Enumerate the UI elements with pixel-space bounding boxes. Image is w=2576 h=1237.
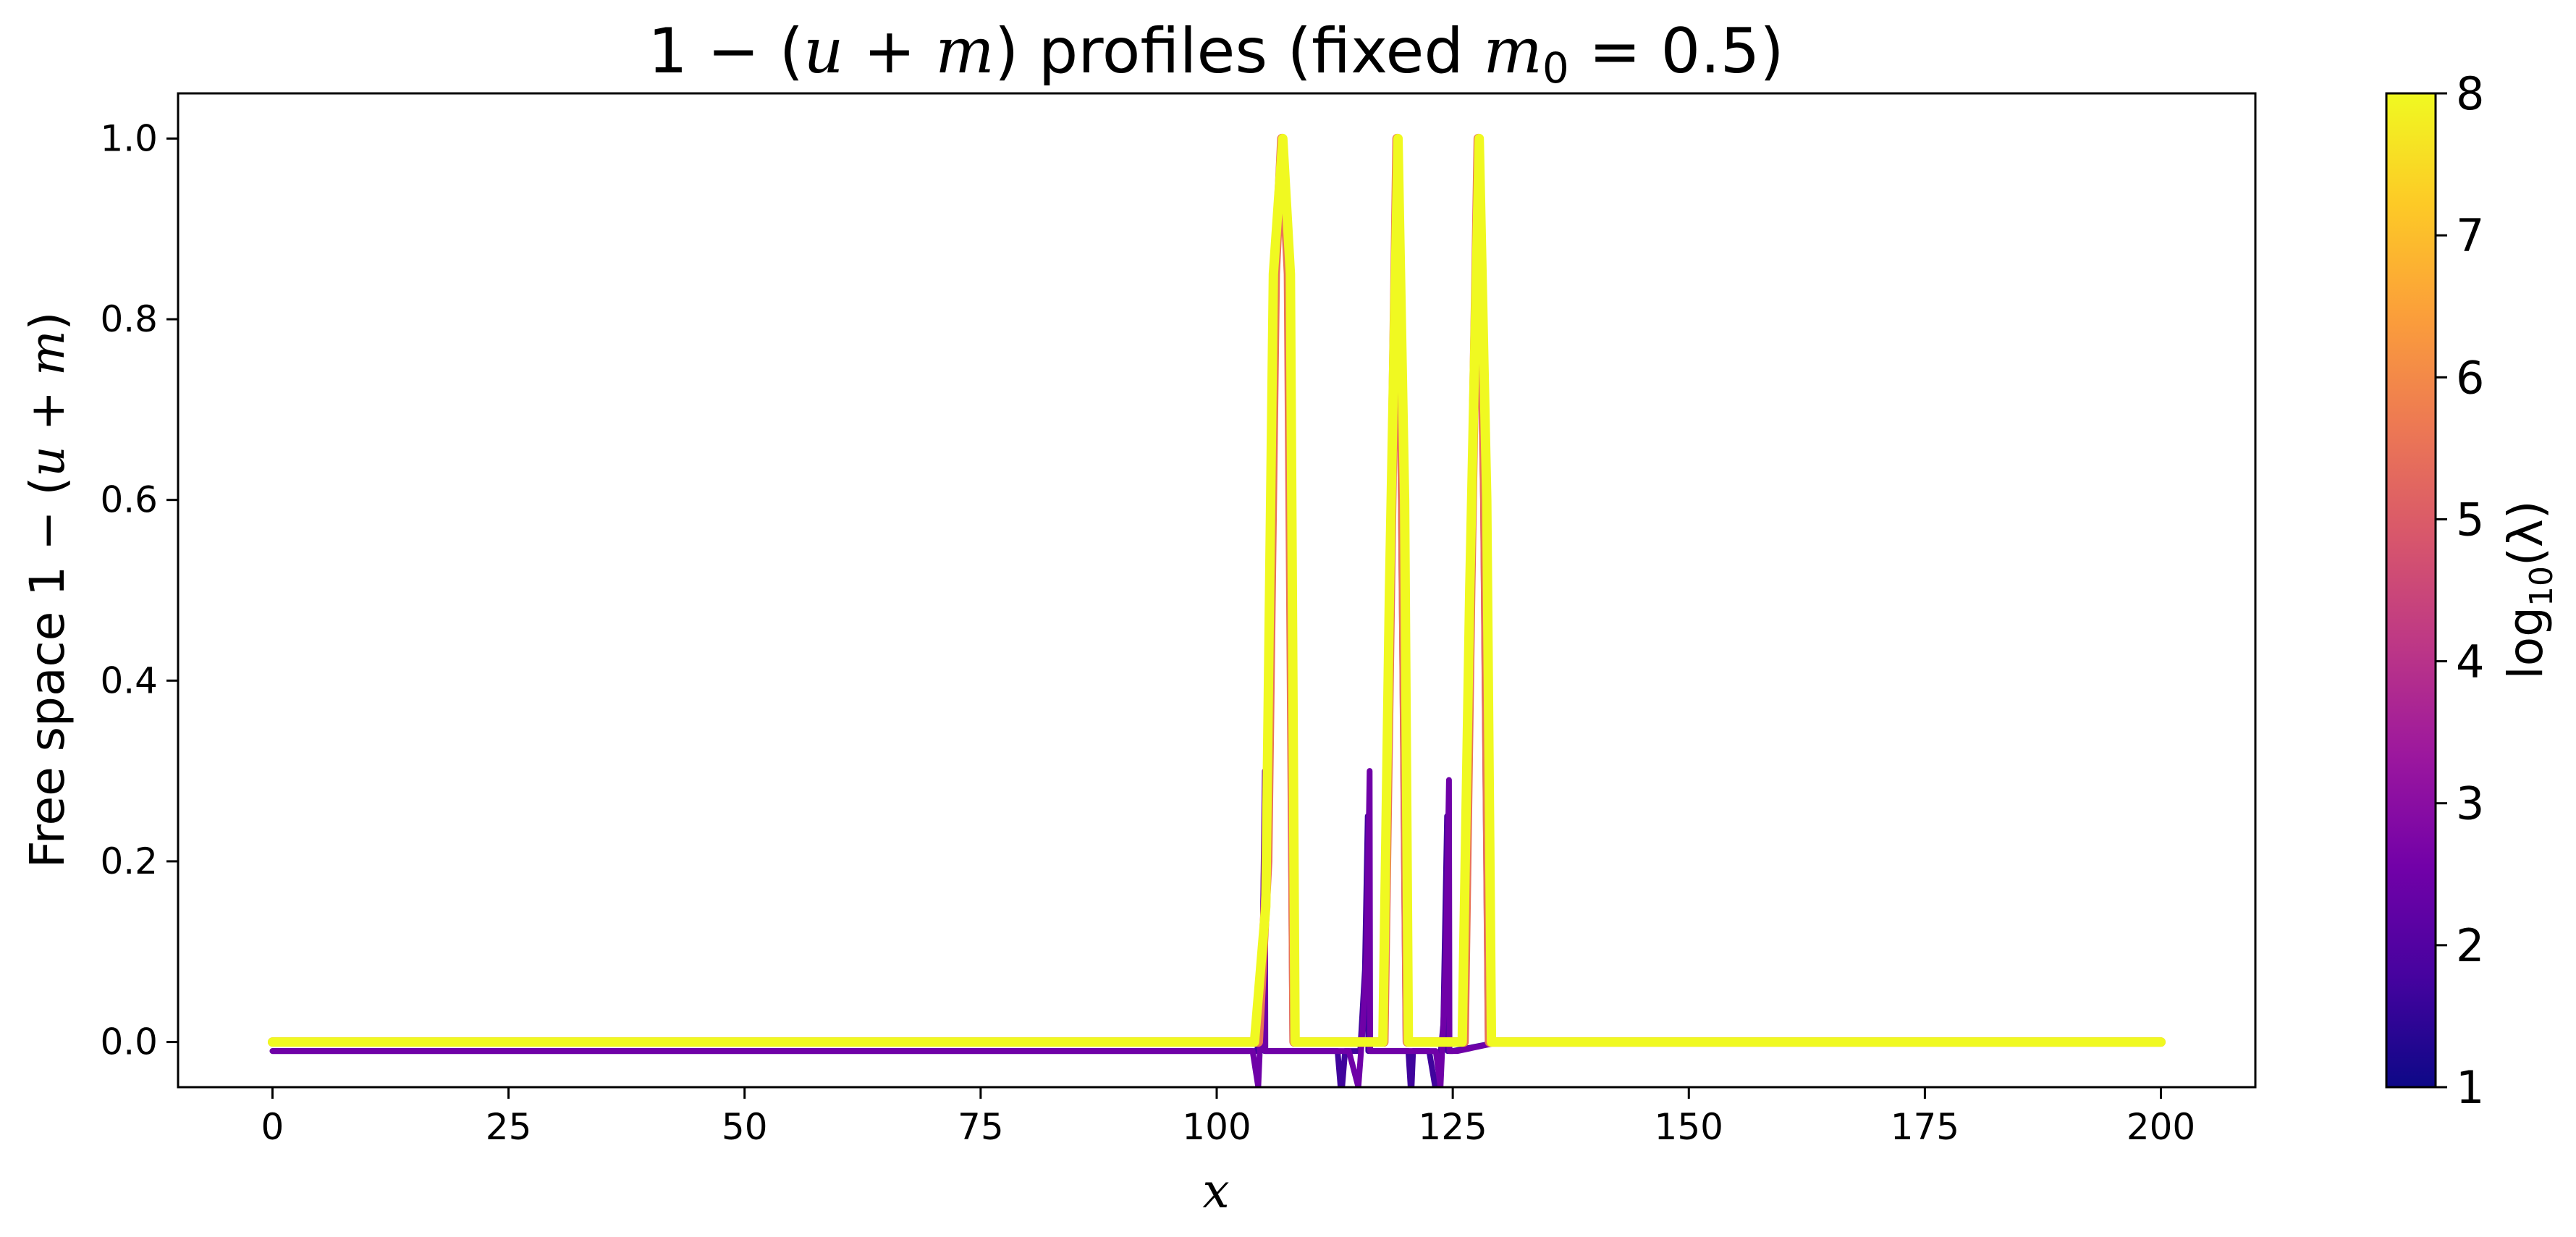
y-tick-label: 0.8 — [100, 298, 158, 340]
x-tick-label: 25 — [486, 1106, 532, 1148]
x-tick-label: 200 — [2127, 1106, 2195, 1148]
colorbar-tick-label: 8 — [2456, 67, 2484, 120]
chart-title: 1 − (u + m) profiles (fixed m0 = 0.5) — [648, 15, 1784, 93]
series-line-0 — [269, 813, 2164, 1087]
y-tick-label: 0.4 — [100, 659, 158, 701]
colorbar-tick-label: 3 — [2456, 777, 2484, 830]
x-tick-label: 150 — [1655, 1106, 1723, 1148]
colorbar — [2385, 92, 2437, 1089]
colorbar-tick-label: 6 — [2456, 351, 2484, 404]
series-layer — [268, 133, 2166, 1087]
y-tick-label: 0.2 — [100, 840, 158, 882]
series-line-4 — [268, 133, 2166, 1047]
y-axis: 0.0 0.2 0.4 0.6 0.8 1.0 — [100, 117, 178, 1063]
y-tick-label: 0.0 — [100, 1021, 158, 1063]
x-tick-label: 75 — [958, 1106, 1004, 1148]
x-axis: 0 25 50 75 100 125 150 175 200 — [261, 1087, 2195, 1148]
series-line-3 — [268, 133, 2166, 1047]
plot-frame — [177, 92, 2257, 1089]
x-tick-label: 175 — [1891, 1106, 1959, 1148]
colorbar-label: log10(λ) — [2498, 500, 2560, 679]
colorbar-tick-label: 2 — [2456, 919, 2484, 972]
x-tick-label: 100 — [1182, 1106, 1251, 1148]
colorbar-tick-label: 7 — [2456, 209, 2484, 262]
colorbar-tick-label: 1 — [2456, 1061, 2484, 1114]
y-tick-label: 0.6 — [100, 479, 158, 521]
x-tick-label: 125 — [1418, 1106, 1487, 1148]
x-tick-label: 50 — [722, 1106, 768, 1148]
y-tick-label: 1.0 — [100, 117, 158, 159]
colorbar-axis: 1 2 3 4 5 6 7 8 — [2436, 67, 2484, 1114]
x-tick-label: 0 — [261, 1106, 284, 1148]
x-axis-label: x — [1202, 1163, 1229, 1219]
colorbar-tick-label: 4 — [2456, 636, 2484, 688]
y-axis-label: Free space 1 − (u + m) — [20, 312, 75, 869]
colorbar-tick-label: 5 — [2456, 493, 2484, 546]
series-line-2 — [269, 135, 2164, 1045]
